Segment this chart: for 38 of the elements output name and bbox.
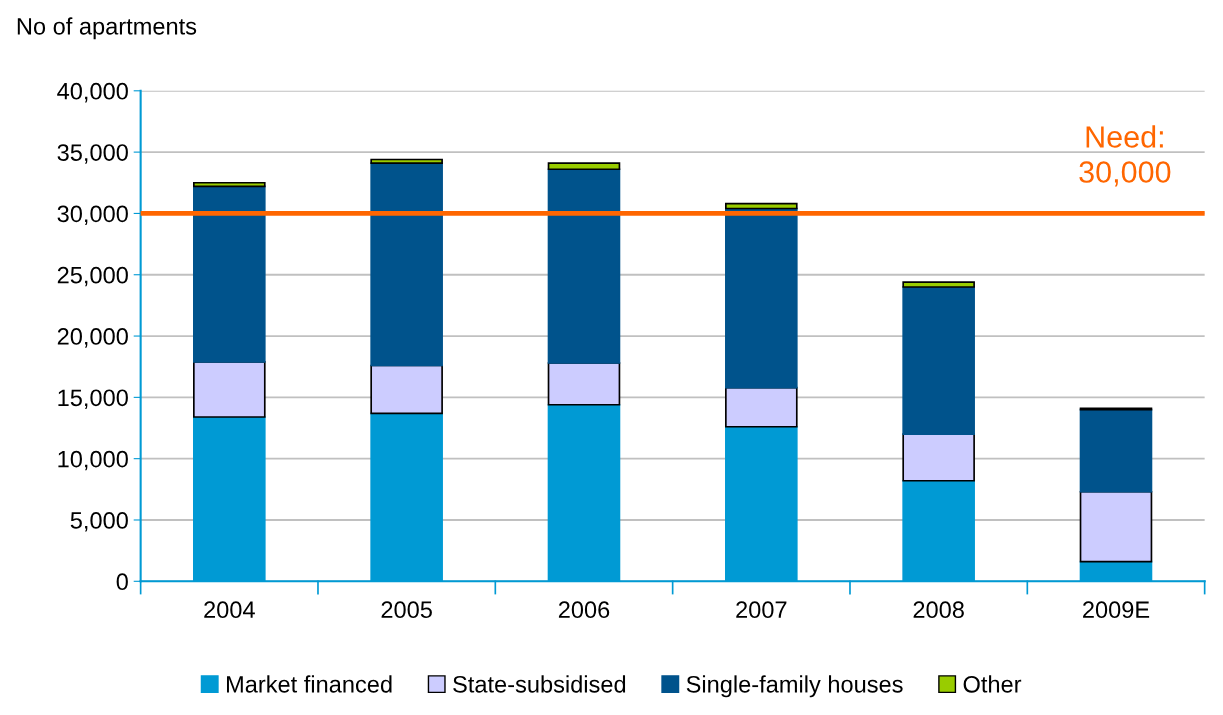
y-tick-label: 0 xyxy=(116,573,128,591)
bar xyxy=(547,168,621,364)
x-tick-label: 2008 xyxy=(913,601,964,619)
bar xyxy=(370,158,443,164)
bar xyxy=(725,202,798,210)
bar xyxy=(547,162,621,171)
bar xyxy=(370,364,443,415)
bar xyxy=(725,207,798,389)
y-axis-title: No of apartments xyxy=(17,17,197,40)
bar xyxy=(547,362,621,406)
bar xyxy=(193,181,266,188)
legend-label: Other xyxy=(963,675,1022,693)
bar xyxy=(193,360,266,418)
legend-label: State-subsidised xyxy=(453,675,626,693)
ref-line-label: Need: 30,000 xyxy=(1079,125,1171,187)
y-tick-label: 25,000 xyxy=(57,266,128,287)
bar xyxy=(725,386,798,428)
bar xyxy=(902,286,975,435)
bar xyxy=(902,433,975,482)
x-tick-label: 2005 xyxy=(381,601,432,619)
y-tick-label: 15,000 xyxy=(58,389,128,409)
x-tick-label: 2007 xyxy=(736,601,787,619)
x-tick-label: 2009E xyxy=(1083,601,1150,619)
bar xyxy=(193,185,266,363)
bar xyxy=(902,281,975,288)
x-tick-label: 2004 xyxy=(204,601,255,619)
bar xyxy=(1079,408,1153,493)
y-tick-label: 35,000 xyxy=(57,144,128,164)
bar xyxy=(1079,490,1153,563)
y-tick-label: 30,000 xyxy=(57,205,128,225)
legend-label: Market financed xyxy=(227,675,392,693)
y-tick-label: 40,000 xyxy=(57,82,128,103)
y-tick-label: 5,000 xyxy=(70,512,128,532)
y-tick-label: 20,000 xyxy=(57,328,128,348)
legend-label: Single-family houses xyxy=(686,675,903,698)
bar xyxy=(370,162,443,367)
x-tick-label: 2006 xyxy=(558,601,610,619)
y-tick-label: 10,000 xyxy=(58,450,128,471)
